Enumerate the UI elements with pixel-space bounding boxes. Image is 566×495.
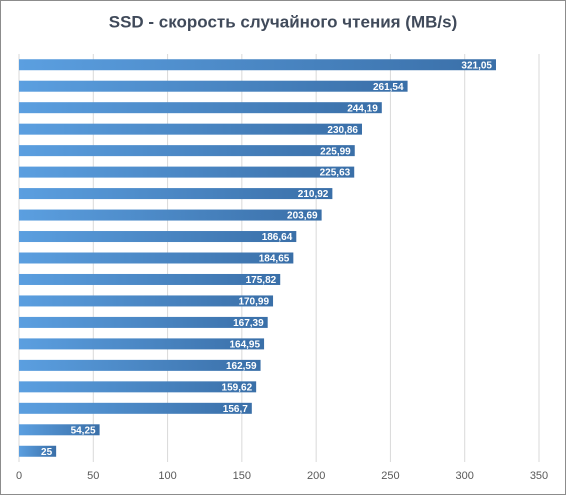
value-label: 54,25 — [71, 425, 96, 436]
value-label: 156,7 — [223, 404, 248, 415]
bar — [19, 209, 322, 221]
bar — [19, 316, 268, 328]
value-label: 164,95 — [229, 340, 260, 351]
x-tick-label: 200 — [307, 470, 325, 482]
bar — [19, 166, 355, 178]
bar — [19, 123, 362, 135]
value-label: 159,62 — [222, 382, 253, 393]
value-label: 175,82 — [246, 275, 277, 286]
bar — [19, 424, 100, 436]
bar — [19, 295, 274, 307]
bar — [19, 445, 57, 457]
value-label: 25 — [41, 447, 53, 458]
value-label: 186,64 — [262, 232, 293, 243]
bar — [19, 381, 257, 393]
bar — [19, 338, 265, 350]
value-label: 244,19 — [347, 103, 378, 114]
bar — [19, 80, 408, 92]
bar — [19, 145, 355, 157]
x-tick-label: 0 — [16, 470, 22, 482]
x-tick-label: 350 — [530, 470, 548, 482]
x-tick-label: 250 — [381, 470, 399, 482]
bar — [19, 231, 297, 243]
bar — [19, 59, 496, 71]
bar — [19, 273, 281, 285]
value-label: 167,39 — [233, 318, 264, 329]
value-label: 162,59 — [226, 361, 257, 372]
value-label: 170,99 — [238, 297, 269, 308]
x-tick-label: 50 — [87, 470, 99, 482]
value-label: 210,92 — [298, 189, 329, 200]
value-label: 230,86 — [327, 125, 358, 136]
value-label: 184,65 — [259, 254, 290, 265]
value-label: 321,05 — [461, 60, 492, 71]
bar — [19, 252, 294, 264]
value-label: 225,63 — [320, 168, 351, 179]
chart-title: SSD - скорость случайного чтения (MB/s) — [109, 12, 458, 31]
value-label: 225,99 — [320, 146, 351, 157]
bar — [19, 402, 252, 414]
x-tick-label: 300 — [456, 470, 474, 482]
x-tick-label: 150 — [233, 470, 251, 482]
value-label: 203,69 — [287, 211, 318, 222]
bar — [19, 188, 333, 200]
bar — [19, 102, 382, 114]
x-tick-label: 100 — [158, 470, 176, 482]
bar — [19, 359, 261, 371]
value-label: 261,54 — [373, 82, 404, 93]
